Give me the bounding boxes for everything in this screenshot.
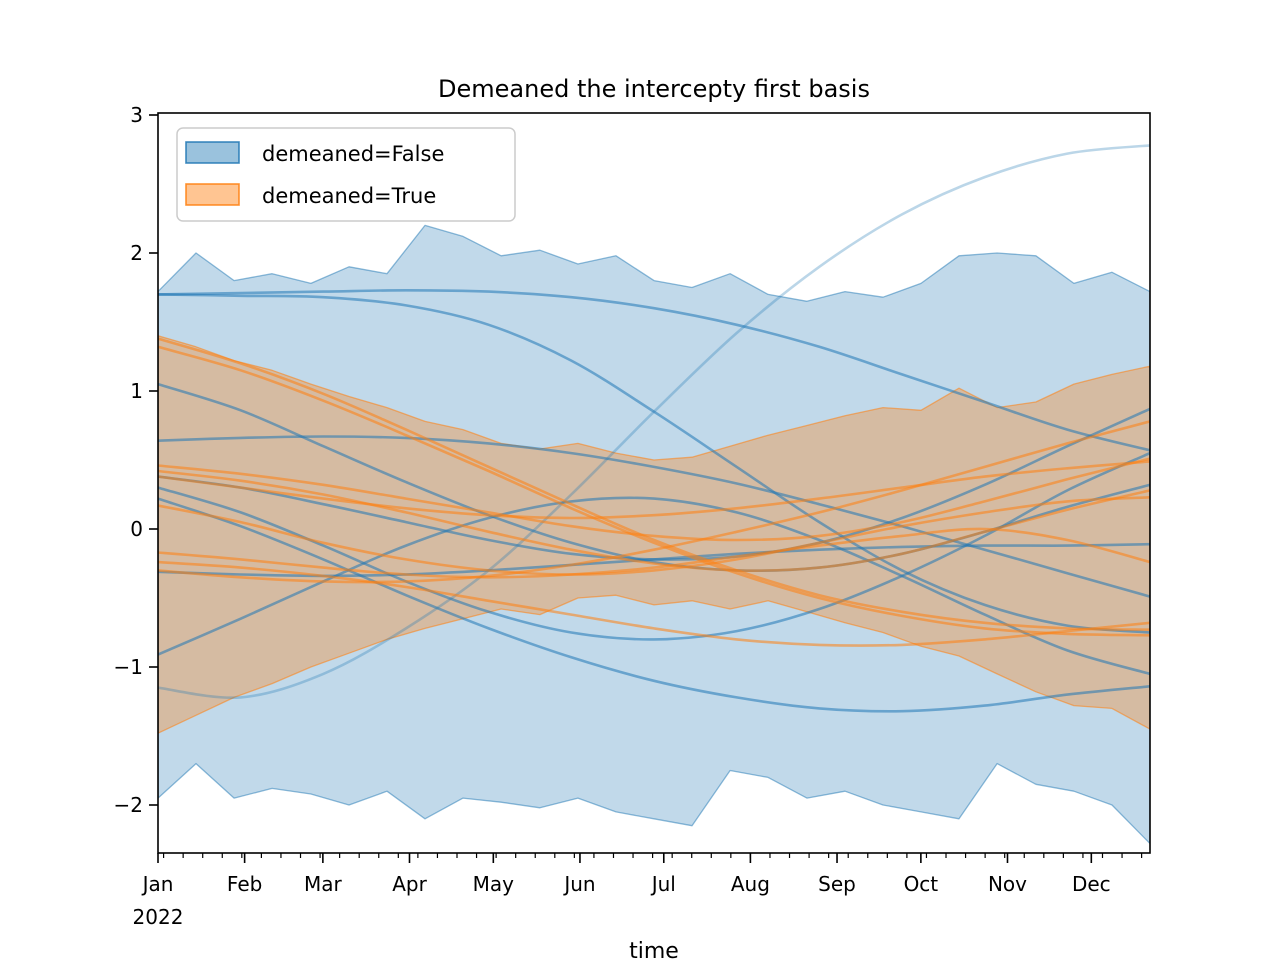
x-tick-label-Jul: Jul xyxy=(650,872,676,896)
envelope-demeaned-false xyxy=(158,224,1150,845)
curve-true-5 xyxy=(158,460,1150,520)
x-axis-label: time xyxy=(629,939,679,960)
x-tick-label-May: May xyxy=(473,872,515,896)
y-tick-label-0: 0 xyxy=(130,517,143,541)
x-tick-label-Apr: Apr xyxy=(392,872,427,896)
sample-curves-layer xyxy=(158,144,1150,713)
x-tick-label-Aug: Aug xyxy=(731,872,770,896)
curve-true-1 xyxy=(158,337,1150,631)
y-tick-label-−2: −2 xyxy=(114,793,143,817)
curve-false-5 xyxy=(158,435,1150,598)
legend-swatch-demeaned-false xyxy=(185,141,240,164)
curve-true-2 xyxy=(158,345,1150,637)
axes-spines xyxy=(157,112,1151,854)
x-tick-label-Dec: Dec xyxy=(1072,872,1111,896)
y-tick-label-3: 3 xyxy=(130,103,143,127)
curve-true-7 xyxy=(158,527,1150,579)
curve-true-3 xyxy=(158,457,1150,542)
curve-false-7 xyxy=(158,451,1150,641)
x-tick-label-Sep: Sep xyxy=(818,872,856,896)
x-tick-label-Jun: Jun xyxy=(562,872,595,896)
ticks-layer: 3 2 1 0 −1 −2 Jan Feb Mar Apr May Jun Jul Aug Sep Oct No… xyxy=(114,103,1143,896)
y-tick-label-2: 2 xyxy=(130,241,143,265)
curve-true-4 xyxy=(158,469,1150,572)
curve-false-2 xyxy=(158,288,1150,452)
x-axis-year-label: 2022 xyxy=(133,905,184,929)
envelope-bands-layer xyxy=(158,224,1150,845)
legend-frame xyxy=(176,127,516,222)
chart-title: Demeaned the intercepty first basis xyxy=(438,75,870,103)
curve-false-8 xyxy=(158,497,1150,713)
legend-swatch-demeaned-true xyxy=(185,183,240,206)
x-tick-label-Nov: Nov xyxy=(988,872,1027,896)
x-tick-label-Oct: Oct xyxy=(904,872,939,896)
curve-true-6 xyxy=(158,496,1150,576)
curve-false-3 xyxy=(158,293,1150,634)
legend-label-demeaned-true: demeaned=True xyxy=(262,184,436,208)
curve-true-8 xyxy=(158,560,1150,647)
curve-true-9 xyxy=(158,420,1150,584)
legend-label-demeaned-false: demeaned=False xyxy=(262,142,444,166)
x-tick-label-Jan: Jan xyxy=(141,872,174,896)
y-tick-label-1: 1 xyxy=(130,379,143,403)
x-tick-label-Mar: Mar xyxy=(304,872,343,896)
y-tick-label-−1: −1 xyxy=(114,655,143,679)
legend: demeaned=False demeaned=True xyxy=(176,127,516,222)
x-tick-label-Feb: Feb xyxy=(227,872,262,896)
